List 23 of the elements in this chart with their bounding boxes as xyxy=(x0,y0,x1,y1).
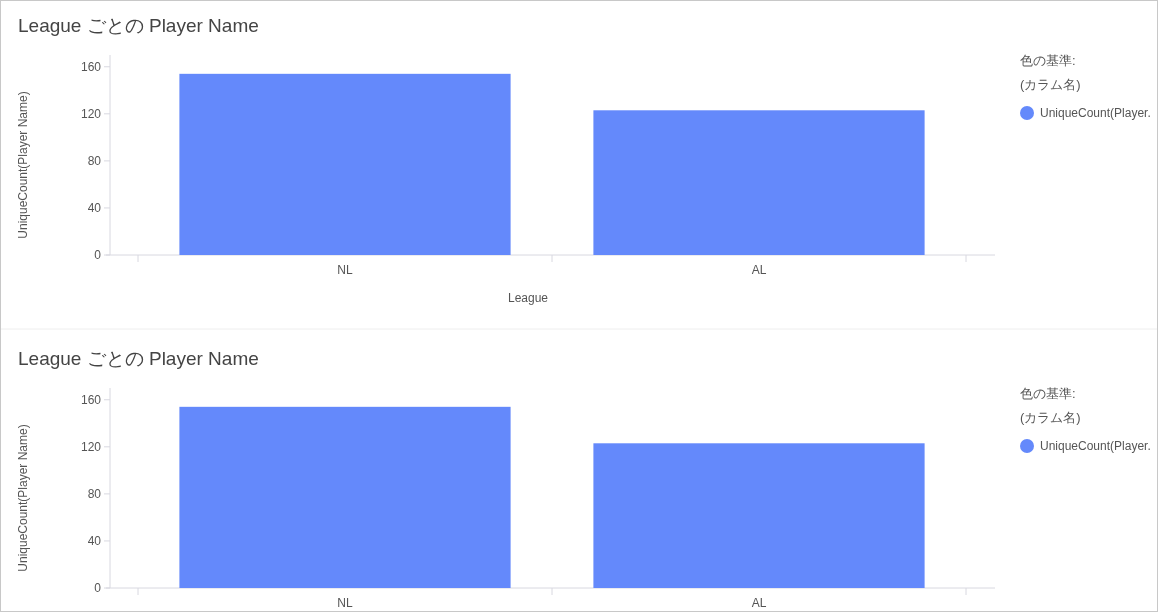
legend-label: UniqueCount(Player. xyxy=(1040,439,1151,454)
x-axis-title: League xyxy=(507,291,549,305)
x-tick-label: AL xyxy=(751,263,767,277)
x-tick-label: NL xyxy=(337,263,353,277)
y-axis-title: UniqueCount(Player Name) xyxy=(16,424,30,572)
y-tick-label: 80 xyxy=(87,154,102,169)
y-tick-label: 0 xyxy=(94,581,102,596)
y-tick-label: 120 xyxy=(80,440,102,455)
legend-title: 色の基準: (カラム名) xyxy=(1020,53,1081,92)
y-tick-label: 160 xyxy=(80,59,102,74)
y-tick-label: 160 xyxy=(80,392,102,407)
x-tick-label: NL xyxy=(337,596,353,610)
y-tick-label: 40 xyxy=(87,201,102,216)
y-tick-label: 120 xyxy=(80,107,102,122)
y-tick-label: 40 xyxy=(87,534,102,549)
chart-title: League ごとの Player Name xyxy=(18,348,259,369)
x-tick-label: AL xyxy=(751,596,767,610)
legend-title: 色の基準: (カラム名) xyxy=(1020,386,1081,425)
y-tick-label: 80 xyxy=(87,487,102,502)
y-axis-title: UniqueCount(Player Name) xyxy=(16,91,30,239)
chart-title: League ごとの Player Name xyxy=(18,15,259,36)
legend-label: UniqueCount(Player. xyxy=(1040,106,1151,121)
y-tick-label: 0 xyxy=(94,248,102,263)
